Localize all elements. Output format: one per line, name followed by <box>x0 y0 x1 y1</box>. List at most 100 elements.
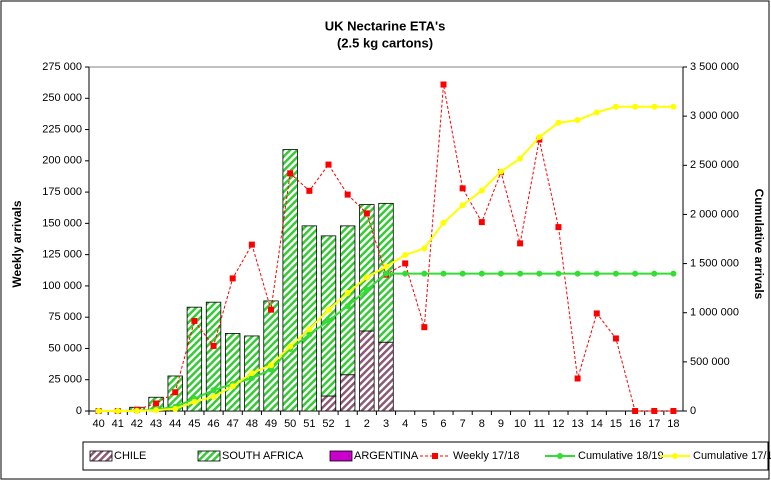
point-marker <box>268 362 275 369</box>
point-marker <box>191 398 198 405</box>
y-tick-label: 250 000 <box>42 92 82 104</box>
legend-label: Cumulative 17/18 <box>693 450 771 462</box>
x-tick-label: 52 <box>322 418 334 430</box>
point-marker <box>133 407 140 414</box>
bar-segment <box>378 341 394 412</box>
point-marker <box>670 270 677 277</box>
y2-tick-label: 3 500 000 <box>690 61 739 73</box>
point-marker <box>459 185 466 192</box>
point-marker <box>632 103 639 110</box>
point-marker <box>306 331 313 338</box>
bar-segment <box>359 330 375 412</box>
bar-segment <box>225 333 241 412</box>
y-tick-label: 0 <box>76 405 82 417</box>
x-tick-label: 3 <box>383 418 389 430</box>
point-marker <box>172 405 179 412</box>
point-marker <box>612 103 619 110</box>
point-marker <box>574 270 581 277</box>
point-marker <box>325 317 332 324</box>
x-tick-label: 43 <box>150 418 162 430</box>
y-tick-label: 225 000 <box>42 123 82 135</box>
x-tick-label: 10 <box>514 418 526 430</box>
point-marker <box>651 270 658 277</box>
point-marker <box>191 317 198 324</box>
y2-tick-label: 2 000 000 <box>690 208 739 220</box>
x-tick-label: 40 <box>92 418 104 430</box>
legend-marker <box>672 453 678 459</box>
chart-subtitle: (2.5 kg cartons) <box>337 35 433 50</box>
x-tick-label: 48 <box>246 418 258 430</box>
point-marker <box>210 342 217 349</box>
point-marker <box>574 375 581 382</box>
x-tick-label: 50 <box>284 418 296 430</box>
point-marker <box>402 260 409 267</box>
point-marker <box>440 270 447 277</box>
bar-segment <box>205 301 222 412</box>
y-axis-title: Weekly arrivals <box>10 200 24 288</box>
point-marker <box>574 117 581 124</box>
point-marker <box>651 103 658 110</box>
point-marker <box>95 408 102 414</box>
point-marker <box>325 306 332 313</box>
bar-segment <box>301 225 318 412</box>
point-marker <box>651 408 658 414</box>
point-marker <box>670 408 677 414</box>
point-marker <box>555 119 562 126</box>
x-tick-label: 49 <box>265 418 277 430</box>
point-marker <box>632 270 639 277</box>
point-marker <box>632 408 639 414</box>
legend-label: SOUTH AFRICA <box>222 450 304 462</box>
chart-title: UK Nectarine ETA's <box>325 18 446 33</box>
legend-label: Weekly 17/18 <box>453 450 519 462</box>
point-marker <box>248 370 255 377</box>
point-marker <box>344 191 351 198</box>
point-marker <box>363 210 370 217</box>
x-tick-label: 1 <box>345 418 351 430</box>
x-tick-label: 46 <box>207 418 219 430</box>
point-marker <box>478 187 485 194</box>
point-marker <box>229 275 236 282</box>
point-marker <box>153 400 160 407</box>
point-marker <box>268 306 275 313</box>
x-tick-label: 51 <box>303 418 315 430</box>
point-marker <box>402 270 409 277</box>
point-marker <box>612 270 619 277</box>
x-tick-label: 9 <box>498 418 504 430</box>
y2-tick-label: 0 <box>690 405 696 417</box>
point-marker <box>210 393 217 400</box>
legend-swatch <box>89 450 113 462</box>
point-marker <box>306 187 313 194</box>
x-tick-label: 4 <box>402 418 408 430</box>
point-marker <box>593 109 600 116</box>
x-tick-label: 6 <box>440 418 446 430</box>
point-marker <box>344 289 351 296</box>
x-tick-label: 13 <box>571 418 583 430</box>
point-marker <box>497 168 504 175</box>
bar-segment <box>320 395 337 412</box>
x-tick-label: 11 <box>534 418 545 430</box>
point-marker <box>287 170 294 177</box>
point-marker <box>497 270 504 277</box>
y-tick-label: 275 000 <box>42 61 82 73</box>
x-tick-label: 45 <box>188 418 200 430</box>
point-marker <box>210 387 217 394</box>
point-marker <box>344 303 351 310</box>
point-marker <box>248 241 255 248</box>
legend-label: CHILE <box>114 450 146 462</box>
point-marker <box>153 407 160 414</box>
y-tick-label: 50 000 <box>48 342 82 354</box>
point-marker <box>459 202 466 209</box>
point-marker <box>421 245 428 252</box>
bar-segment <box>359 204 375 332</box>
point-marker <box>287 343 294 350</box>
y2-tick-label: 500 000 <box>690 356 730 368</box>
point-marker <box>536 270 543 277</box>
x-tick-label: 47 <box>227 418 239 430</box>
x-tick-label: 2 <box>364 418 370 430</box>
x-tick-label: 16 <box>629 418 641 430</box>
point-marker <box>363 286 370 293</box>
point-marker <box>555 270 562 277</box>
y-tick-label: 200 000 <box>42 155 82 167</box>
x-tick-label: 17 <box>648 418 660 430</box>
point-marker <box>325 161 332 168</box>
